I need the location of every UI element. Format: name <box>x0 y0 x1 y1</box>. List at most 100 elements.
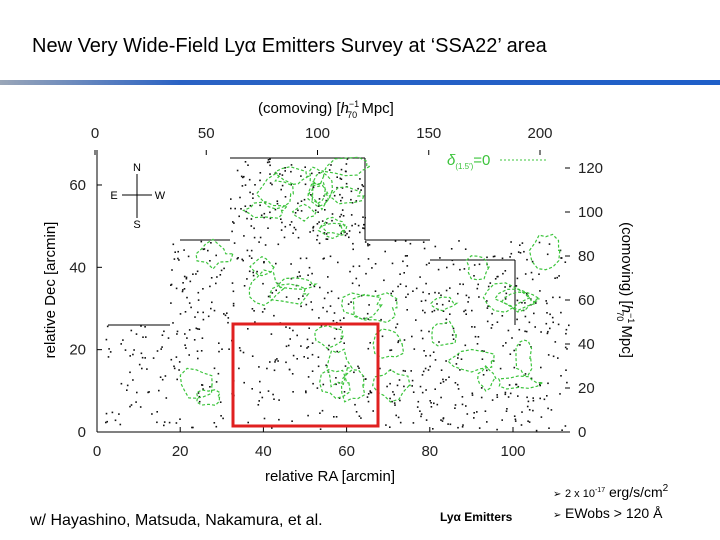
bullet-arrow: ➢ <box>553 489 561 500</box>
source-dot <box>151 413 153 415</box>
source-dot <box>445 379 447 381</box>
source-dot <box>464 248 467 250</box>
source-dot <box>263 261 265 263</box>
source-dot <box>534 326 536 328</box>
source-dot <box>496 396 499 398</box>
source-dot <box>140 352 143 355</box>
source-dot <box>185 277 188 280</box>
density-contour <box>430 296 459 312</box>
source-dot <box>293 226 296 229</box>
source-dot <box>441 420 444 422</box>
source-dot <box>565 369 567 371</box>
source-dot <box>185 347 187 349</box>
source-dot <box>343 391 346 393</box>
source-dot <box>457 426 459 429</box>
source-dot <box>232 221 234 223</box>
density-contour <box>446 348 495 373</box>
source-dot <box>252 271 254 274</box>
source-dot <box>510 241 512 243</box>
source-dot <box>207 315 210 318</box>
density-contour <box>493 288 542 311</box>
density-contour <box>372 328 405 359</box>
source-dot <box>242 176 244 179</box>
source-dot <box>451 259 454 262</box>
source-dot <box>442 380 445 383</box>
source-dot <box>478 427 481 429</box>
source-dot <box>429 400 431 402</box>
source-dot <box>490 327 493 329</box>
source-dot <box>194 316 196 318</box>
compass-west: W <box>155 190 166 202</box>
source-dot <box>248 255 251 257</box>
source-dot <box>129 355 131 357</box>
source-dot <box>351 282 354 285</box>
source-dot <box>330 164 332 166</box>
source-dot <box>120 343 122 345</box>
source-dot <box>250 218 253 220</box>
source-dot <box>370 391 373 394</box>
label-sub: 70 <box>615 311 625 321</box>
source-dot <box>477 283 479 286</box>
source-dot <box>318 221 320 223</box>
source-dot <box>454 407 456 409</box>
source-dot <box>184 344 186 346</box>
source-dot <box>267 390 270 392</box>
flux-sup: -17 <box>595 487 605 494</box>
source-dot <box>223 313 225 315</box>
source-dot <box>519 344 521 346</box>
source-dot <box>513 366 516 369</box>
source-dot <box>531 260 534 263</box>
source-dot <box>385 424 387 426</box>
source-dot <box>305 303 308 306</box>
source-dot <box>246 217 248 220</box>
source-dot <box>425 389 427 391</box>
source-dot <box>487 305 489 307</box>
source-dot <box>345 163 348 165</box>
source-dot <box>554 341 557 343</box>
source-dot <box>310 194 312 196</box>
source-dot <box>436 303 438 305</box>
source-dot <box>374 290 377 292</box>
source-dot <box>200 240 203 243</box>
source-dot <box>360 189 362 191</box>
source-dot <box>140 325 142 327</box>
source-dot <box>422 370 425 373</box>
source-dot <box>379 367 381 370</box>
source-dot <box>369 391 372 394</box>
source-dot <box>130 329 133 332</box>
source-dot <box>308 266 311 269</box>
source-dot <box>358 284 360 287</box>
source-dot <box>404 370 406 372</box>
source-dot <box>163 421 166 423</box>
source-dot <box>547 382 549 385</box>
source-dot <box>176 378 178 381</box>
source-dot <box>294 228 297 231</box>
source-dot <box>476 343 479 345</box>
source-dot <box>415 319 417 321</box>
source-dot <box>448 376 450 378</box>
source-dot <box>272 393 274 396</box>
source-dot <box>546 253 549 256</box>
density-contour <box>314 324 344 350</box>
source-dot <box>243 285 246 287</box>
source-dot <box>232 290 235 293</box>
source-dot <box>345 182 348 185</box>
source-dot <box>493 255 496 258</box>
source-dot <box>452 327 455 330</box>
source-dot <box>300 210 303 212</box>
source-dot <box>397 416 400 419</box>
source-dot <box>425 355 427 357</box>
source-dot <box>526 258 528 261</box>
source-dot <box>465 313 467 315</box>
source-dot <box>395 326 397 329</box>
source-dot <box>196 270 199 273</box>
source-dot <box>281 221 283 224</box>
source-dot <box>546 395 548 397</box>
source-dot <box>565 328 568 331</box>
top-tick-label: 50 <box>198 125 215 142</box>
source-dot <box>546 332 549 335</box>
density-contour <box>278 277 318 290</box>
density-contour <box>269 283 310 305</box>
source-dot <box>159 376 162 378</box>
